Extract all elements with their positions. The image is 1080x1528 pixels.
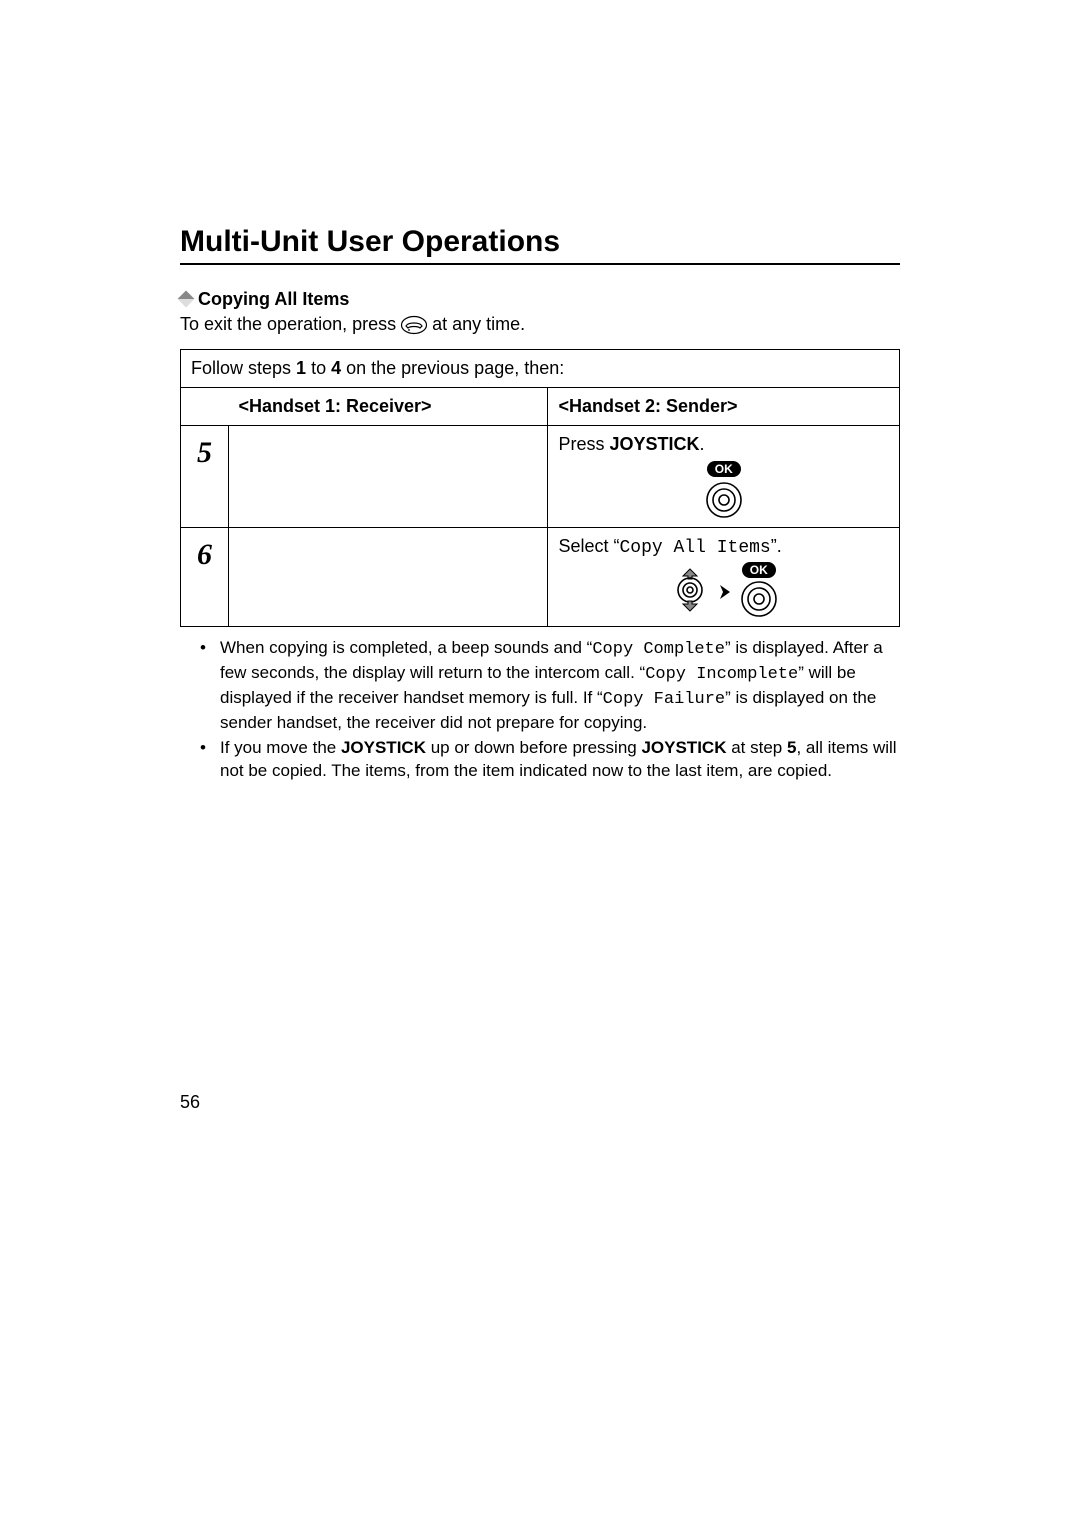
exit-prefix: To exit the operation, press (180, 314, 396, 335)
step6-text: Select “Copy All Items”. (558, 536, 889, 558)
joystick-press-icon (740, 580, 778, 618)
header-sender: <Handset 2: Sender> (548, 388, 900, 426)
n1-m2: Copy Incomplete (645, 665, 798, 684)
document-page: Multi-Unit User Operations Copying All I… (180, 225, 900, 785)
step-number-5: 5 (181, 426, 229, 528)
intro-suffix: on the previous page, then: (341, 358, 564, 378)
exit-suffix: at any time. (432, 314, 525, 335)
note-2: If you move the JOYSTICK up or down befo… (192, 737, 900, 783)
note-1: When copying is completed, a beep sounds… (192, 637, 900, 735)
step5-icon-row: OK (558, 461, 889, 519)
step6-suffix: ”. (771, 536, 782, 556)
table-row-5: 5 Press JOYSTICK. OK (181, 426, 900, 528)
intro-mid: to (306, 358, 331, 378)
step5-suffix: . (700, 434, 705, 454)
step5-receiver-cell (228, 426, 548, 528)
step6-prefix: Select “ (558, 536, 619, 556)
step5-bold: JOYSTICK (609, 434, 699, 454)
step5-text: Press JOYSTICK. (558, 434, 889, 455)
n2-t1: If you move the (220, 738, 341, 757)
intro-text: Follow steps (191, 358, 296, 378)
n2-b2: JOYSTICK (641, 738, 726, 757)
arrow-right-icon (720, 583, 730, 597)
header-blank (181, 388, 229, 426)
page-title: Multi-Unit User Operations (180, 225, 900, 259)
intro-b1: 1 (296, 358, 306, 378)
table-intro-row: Follow steps 1 to 4 on the previous page… (181, 350, 900, 388)
page-number: 56 (180, 1092, 200, 1113)
section-heading-row: Copying All Items (180, 289, 900, 310)
ok-badge-icon: OK (742, 562, 776, 578)
step6-mono: Copy All Items (620, 538, 771, 558)
table-row-6: 6 Select “Copy All Items”. (181, 528, 900, 627)
step6-icon-row: OK (558, 562, 889, 618)
step6-receiver-cell (228, 528, 548, 627)
n2-b1: JOYSTICK (341, 738, 426, 757)
header-receiver: <Handset 1: Receiver> (228, 388, 548, 426)
joystick-updown-icon (670, 568, 710, 612)
table-intro-cell: Follow steps 1 to 4 on the previous page… (181, 350, 900, 388)
table-header-row: <Handset 1: Receiver> <Handset 2: Sender… (181, 388, 900, 426)
n2-t3: at step (726, 738, 786, 757)
diamond-bullet-icon (178, 290, 195, 307)
joystick-press-icon (705, 481, 743, 519)
n1-m3: Copy Failure (603, 690, 725, 709)
section-heading: Copying All Items (198, 289, 349, 310)
intro-b2: 4 (331, 358, 341, 378)
ok-badge-icon: OK (707, 461, 741, 477)
n2-t2: up or down before pressing (426, 738, 641, 757)
step5-prefix: Press (558, 434, 609, 454)
n1-t1: When copying is completed, a beep sounds… (220, 638, 592, 657)
exit-instruction: To exit the operation, press at any time… (180, 314, 900, 335)
hangup-icon (400, 315, 428, 335)
step5-sender-cell: Press JOYSTICK. OK (548, 426, 900, 528)
step-number-6: 6 (181, 528, 229, 627)
notes-list: When copying is completed, a beep sounds… (180, 637, 900, 783)
steps-table: Follow steps 1 to 4 on the previous page… (180, 349, 900, 627)
step6-right-col: OK (740, 562, 778, 618)
n1-m1: Copy Complete (592, 640, 725, 659)
title-underline (180, 263, 900, 265)
step6-sender-cell: Select “Copy All Items”. (548, 528, 900, 627)
